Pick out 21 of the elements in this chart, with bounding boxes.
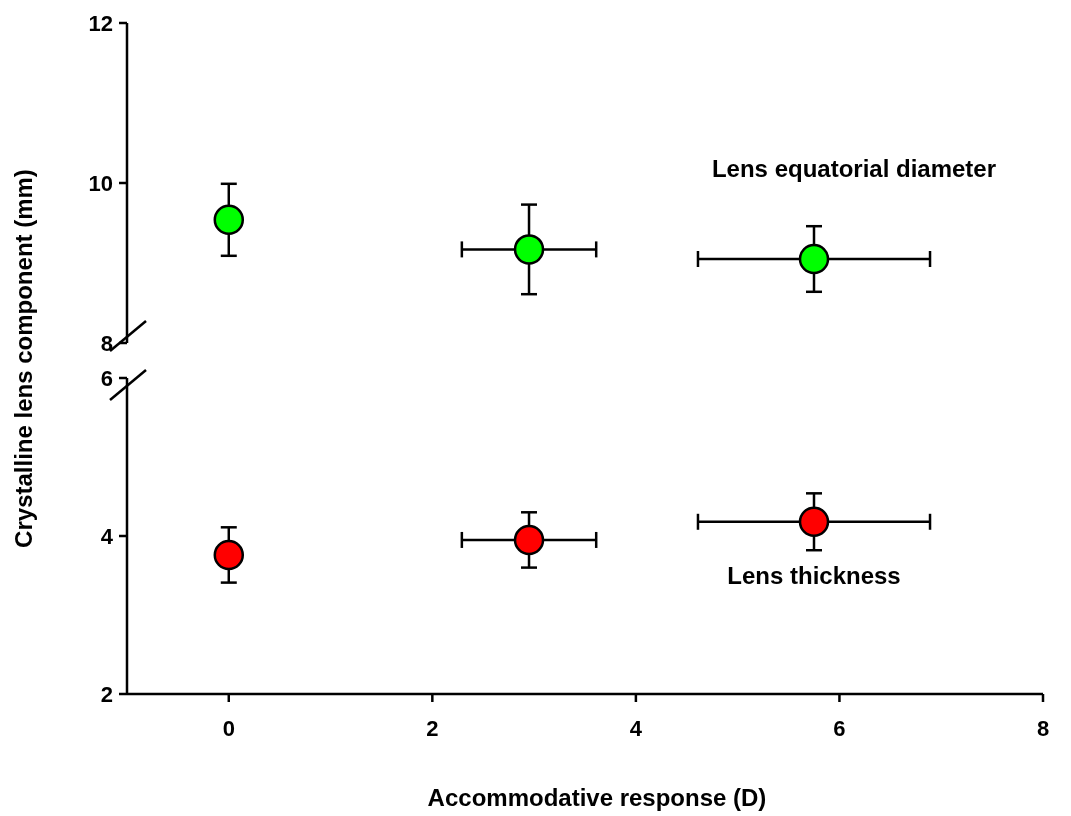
y-tick-label: 10 <box>88 170 113 196</box>
y-axis-title: Crystalline lens component (mm) <box>10 169 37 548</box>
x-tick-label: 4 <box>629 716 643 741</box>
point <box>798 243 830 275</box>
x-tick-label: 8 <box>1036 716 1050 741</box>
y-tick-label: 12 <box>88 10 113 36</box>
series-label: Lens thickness <box>727 561 901 589</box>
y-tick-label: 8 <box>100 330 113 356</box>
y-tick-label: 6 <box>100 365 113 391</box>
point <box>513 234 545 265</box>
point <box>513 524 545 556</box>
y-tick-label: 4 <box>100 523 114 549</box>
point <box>213 539 245 571</box>
x-tick-label: 6 <box>833 716 846 741</box>
text: Lens equatorial diameter <box>711 155 997 182</box>
point <box>213 204 245 236</box>
x-tick-label: 0 <box>222 716 235 741</box>
point <box>798 506 830 538</box>
x-tick-label: 2 <box>426 716 439 741</box>
x-axis-title: Accommodative response (D) <box>427 784 767 811</box>
y-tick-label: 2 <box>100 681 113 707</box>
